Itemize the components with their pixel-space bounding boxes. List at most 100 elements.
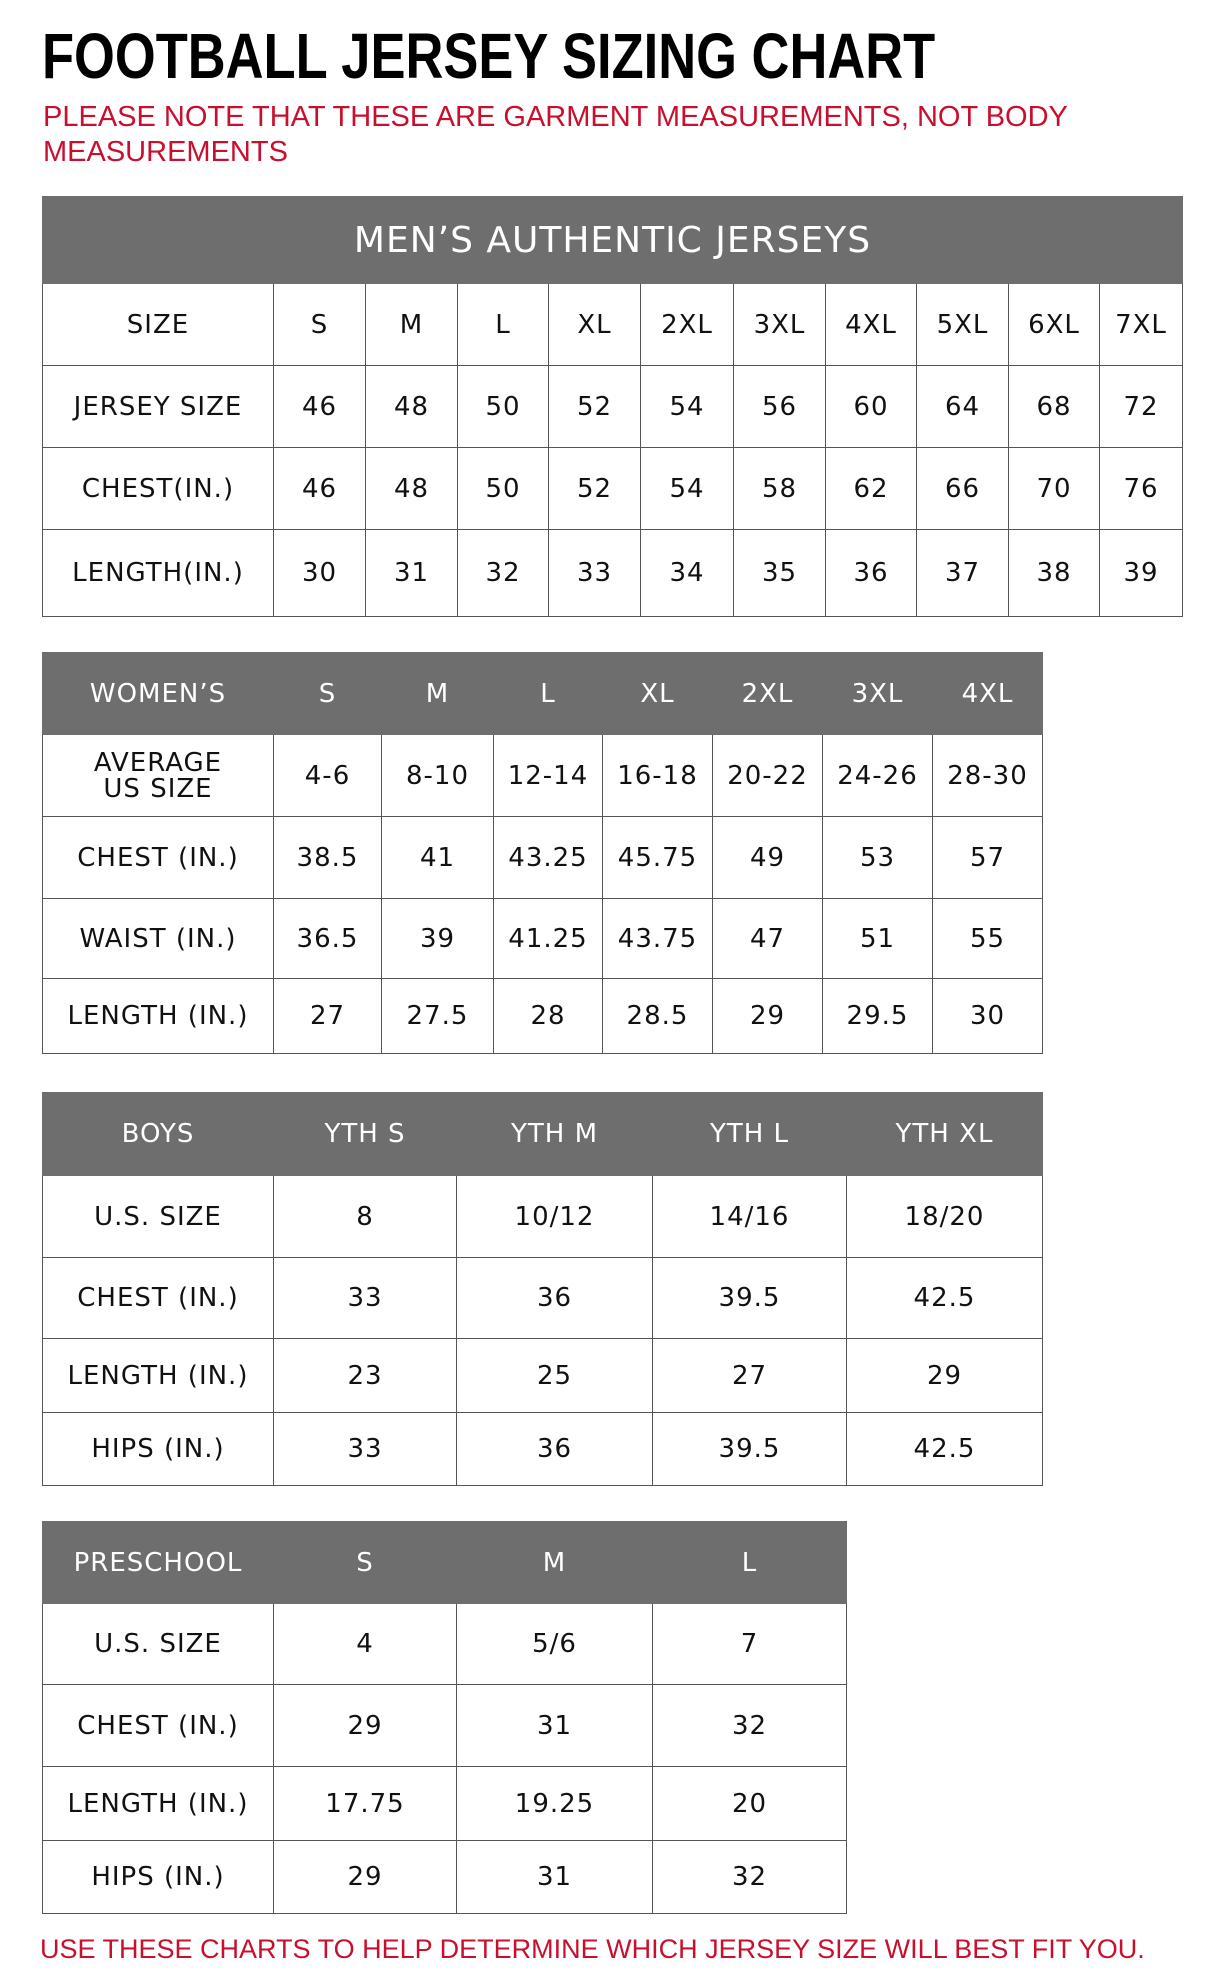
table-cell: 53 (822, 816, 933, 899)
table-cell: 58 (733, 447, 826, 530)
table-cell: 36 (456, 1257, 653, 1339)
table-cell: 36.5 (273, 898, 382, 979)
footer-note: USE THESE CHARTS TO HELP DETERMINE WHICH… (40, 1934, 1145, 1964)
size-header: YTH S (273, 1092, 457, 1176)
row-label: BOYS (42, 1092, 274, 1176)
row-label: LENGTH (IN.) (42, 1766, 274, 1841)
table-cell: 76 (1099, 447, 1183, 530)
size-header: L (457, 283, 549, 366)
row-label: SIZE (42, 283, 274, 366)
row-label: LENGTH(IN.) (42, 529, 274, 617)
table-cell: 14/16 (652, 1175, 847, 1258)
table-cell: 31 (456, 1684, 653, 1767)
table-row: CHEST (IN.) 33 36 39.5 42.5 (42, 1257, 1043, 1339)
size-header: M (381, 652, 494, 735)
table-cell: 39 (1099, 529, 1183, 617)
table-cell: 38.5 (273, 816, 382, 899)
row-label: U.S. SIZE (42, 1603, 274, 1685)
row-label: AVERAGE US SIZE (42, 734, 274, 817)
table-cell: 66 (916, 447, 1009, 530)
size-header: 3XL (733, 283, 826, 366)
size-header: 2XL (712, 652, 823, 735)
table-cell: 27.5 (381, 978, 494, 1054)
womens-table: WOMEN’S S M L XL 2XL 3XL 4XL AVERAGE US SIZE 4-6 8… (42, 652, 1043, 1054)
table-cell: 31 (456, 1840, 653, 1914)
table-cell: 47 (712, 898, 823, 979)
table-cell: 17.75 (273, 1766, 457, 1841)
row-label: HIPS (IN.) (42, 1840, 274, 1914)
table-cell: 46 (273, 365, 366, 448)
table-cell: 18/20 (846, 1175, 1043, 1258)
row-label: LENGTH (IN.) (42, 1338, 274, 1413)
table-row: LENGTH (IN.) 27 27.5 28 28.5 29 29.5 30 (42, 978, 1043, 1054)
table-cell: 54 (640, 365, 734, 448)
table-cell: 28-30 (932, 734, 1043, 817)
table-cell: 23 (273, 1338, 457, 1413)
table-cell: 60 (825, 365, 917, 448)
mens-table: MEN’S AUTHENTIC JERSEYS SIZE S M L XL 2XL 3XL 4X… (42, 196, 1183, 617)
size-header: 5XL (916, 283, 1009, 366)
size-header: 3XL (822, 652, 933, 735)
table-row: HIPS (IN.) 33 36 39.5 42.5 (42, 1412, 1043, 1486)
table-row: U.S. SIZE 4 5/6 7 (42, 1603, 847, 1685)
header-row: BOYS YTH S YTH M YTH L YTH XL (42, 1092, 1043, 1176)
size-header: YTH M (456, 1092, 653, 1176)
table-cell: 28.5 (602, 978, 713, 1054)
header-row: PRESCHOOL S M L (42, 1521, 847, 1604)
row-label: PRESCHOOL (42, 1521, 274, 1604)
table-cell: 41 (381, 816, 494, 899)
table-cell: 10/12 (456, 1175, 653, 1258)
table-row: U.S. SIZE 8 10/12 14/16 18/20 (42, 1175, 1043, 1258)
table-cell: 34 (640, 529, 734, 617)
table-cell: 35 (733, 529, 826, 617)
table-cell: 31 (365, 529, 458, 617)
row-label: LENGTH (IN.) (42, 978, 274, 1054)
table-cell: 32 (652, 1684, 847, 1767)
table-cell: 72 (1099, 365, 1183, 448)
table-cell: 50 (457, 365, 549, 448)
table-cell: 39.5 (652, 1412, 847, 1486)
table-cell: 33 (548, 529, 641, 617)
table-cell: 64 (916, 365, 1009, 448)
table-cell: 49 (712, 816, 823, 899)
table-cell: 50 (457, 447, 549, 530)
size-header: YTH L (652, 1092, 847, 1176)
table-cell: 27 (652, 1338, 847, 1413)
size-header: 2XL (640, 283, 734, 366)
table-cell: 55 (932, 898, 1043, 979)
table-cell: 52 (548, 447, 641, 530)
boys-table: BOYS YTH S YTH M YTH L YTH XL U.S. SIZE 8 10/12… (42, 1092, 1043, 1486)
table-cell: 57 (932, 816, 1043, 899)
table-cell: 43.25 (493, 816, 603, 899)
table-cell: 25 (456, 1338, 653, 1413)
table-cell: 32 (457, 529, 549, 617)
table-cell: 52 (548, 365, 641, 448)
size-header: L (493, 652, 603, 735)
table-cell: 32 (652, 1840, 847, 1914)
size-header: 4XL (825, 283, 917, 366)
row-label: CHEST (IN.) (42, 816, 274, 899)
table-cell: 41.25 (493, 898, 603, 979)
table-cell: 36 (825, 529, 917, 617)
table-cell: 33 (273, 1257, 457, 1339)
size-header: S (273, 283, 366, 366)
table-cell: 54 (640, 447, 734, 530)
table-cell: 16-18 (602, 734, 713, 817)
row-label: HIPS (IN.) (42, 1412, 274, 1486)
table-cell: 37 (916, 529, 1009, 617)
table-row: SIZE S M L XL 2XL 3XL 4XL 5XL 6XL 7XL (42, 283, 1183, 366)
table-cell: 39 (381, 898, 494, 979)
size-header: S (273, 1521, 457, 1604)
row-label: WOMEN’S (42, 652, 274, 735)
row-label: CHEST (IN.) (42, 1257, 274, 1339)
table-row: HIPS (IN.) 29 31 32 (42, 1840, 847, 1914)
table-cell: 4-6 (273, 734, 382, 817)
table-cell: 20 (652, 1766, 847, 1841)
table-cell: 62 (825, 447, 917, 530)
table-cell: 36 (456, 1412, 653, 1486)
table-cell: 29.5 (822, 978, 933, 1054)
size-header: M (365, 283, 458, 366)
row-label: U.S. SIZE (42, 1175, 274, 1258)
table-cell: 48 (365, 447, 458, 530)
table-row: JERSEY SIZE 46 48 50 52 54 56 60 64 68 72 (42, 365, 1183, 448)
